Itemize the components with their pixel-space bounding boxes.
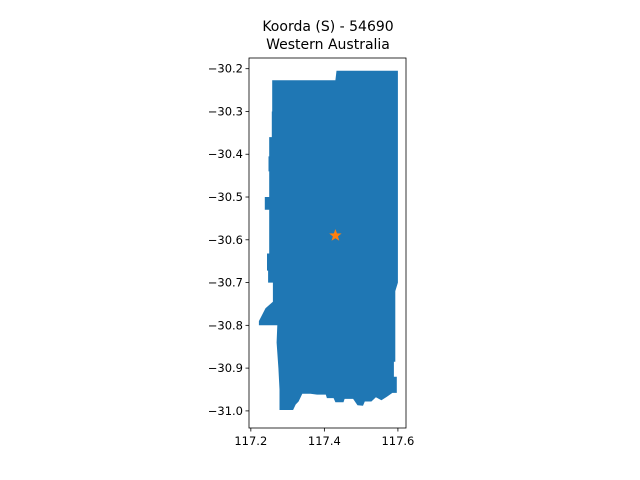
axes-frame — [248, 57, 407, 429]
y-tick-label: −30.5 — [208, 190, 243, 204]
y-tick-label: −30.9 — [208, 361, 243, 375]
y-tick-label: −30.2 — [208, 62, 243, 76]
y-tick-label: −30.8 — [208, 318, 243, 332]
y-tick-label: −30.6 — [208, 233, 243, 247]
chart-title-line-2: Western Australia — [266, 37, 390, 53]
y-tick-label: −31.0 — [208, 404, 243, 418]
x-axis: 117.2 117.4 117.6 — [234, 428, 414, 448]
y-tick-label: −30.4 — [208, 147, 243, 161]
y-tick-label: −30.3 — [208, 104, 243, 118]
plot-area — [258, 70, 398, 411]
chart-title-line-1: Koorda (S) - 54690 — [262, 19, 393, 35]
centroid-marker — [329, 229, 342, 241]
y-tick-label: −30.7 — [208, 276, 243, 290]
y-axis: −30.2 −30.3 −30.4 −30.5 −30.6 −30.7 −30.8 −30.9… — [208, 62, 249, 418]
x-tick-label: 117.4 — [308, 434, 341, 448]
region-boundary — [258, 70, 398, 411]
x-tick-label: 117.6 — [381, 434, 414, 448]
x-tick-label: 117.2 — [234, 434, 267, 448]
